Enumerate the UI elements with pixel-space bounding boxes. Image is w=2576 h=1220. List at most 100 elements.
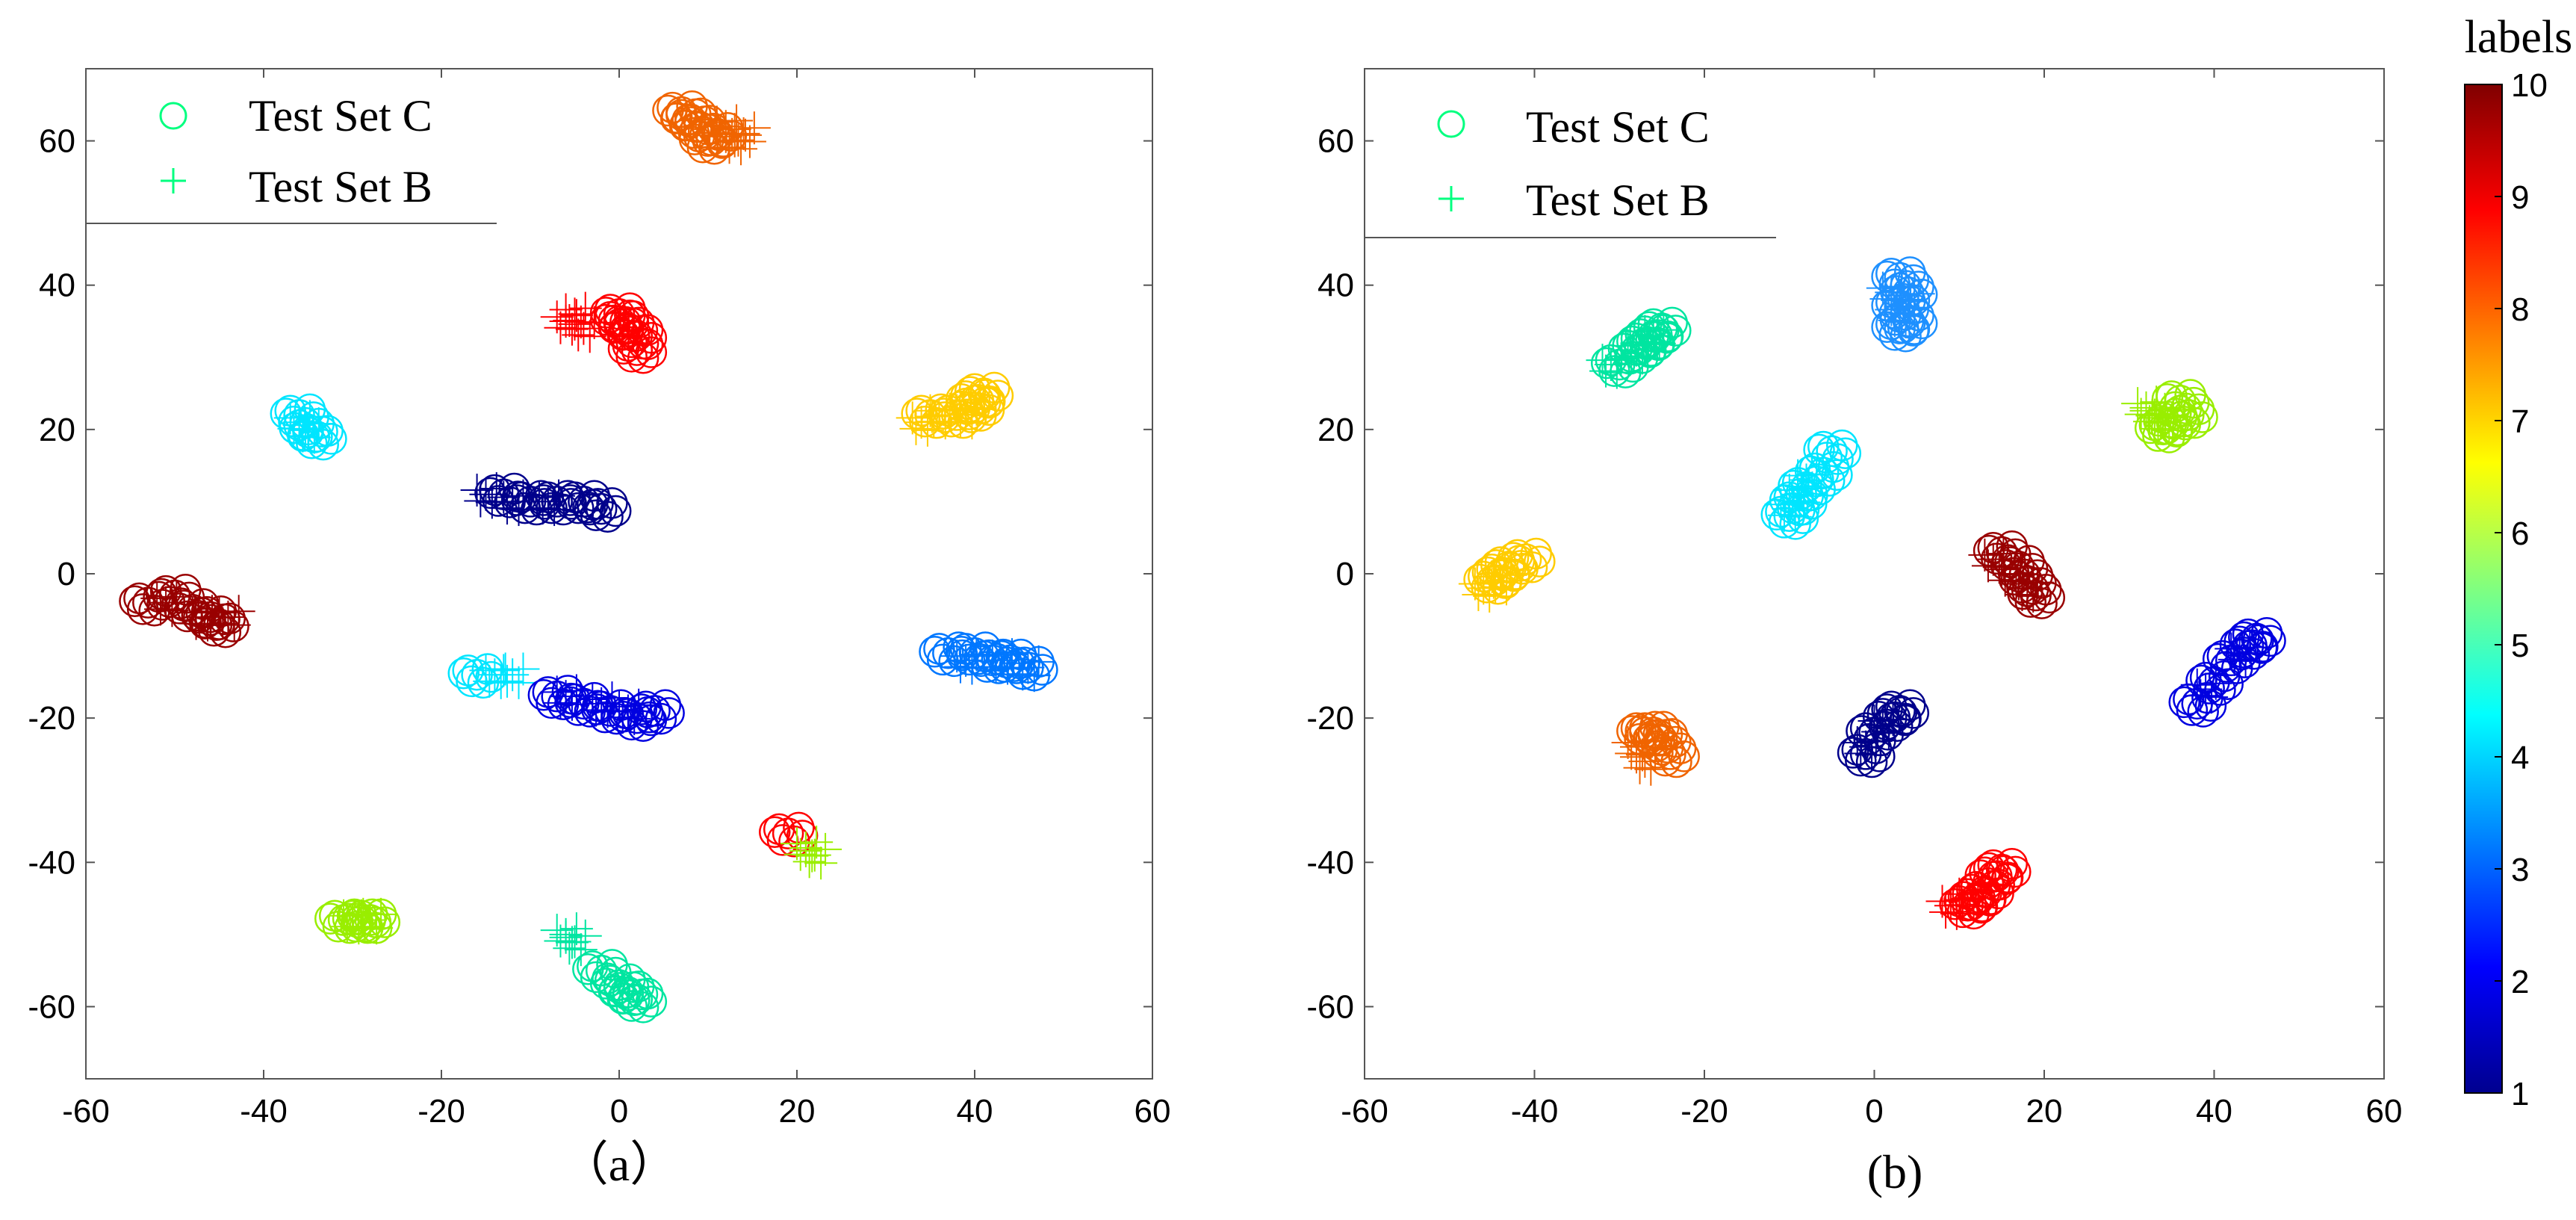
data-point-test-set-b [1892,283,1925,317]
data-point-test-set-c [607,982,640,1015]
y-tick-label: 0 [58,556,75,592]
data-point-test-set-b [1594,347,1627,381]
data-point-test-set-b [1961,876,1995,909]
legend-label-test-set-c: Test Set C [1526,102,1710,152]
data-point-test-set-b [2004,551,2037,585]
data-point-test-set-b [559,912,593,946]
data-point-test-set-b [1484,564,1517,598]
data-point-test-set-b [491,664,524,698]
data-point-test-set-b [1628,745,1662,778]
data-point-test-set-b [995,638,1028,672]
y-tick-label: -20 [28,700,75,737]
data-point-test-set-c [631,977,664,1010]
data-point-test-set-b [1462,578,1495,612]
data-point-test-set-c [1871,693,1903,725]
data-point-test-set-b [2147,406,2180,439]
data-point-test-set-b [728,118,762,152]
data-point-test-set-c [1897,315,1930,347]
data-point-test-set-c [596,487,628,519]
data-point-test-set-b [544,311,577,344]
data-point-test-set-c [963,642,996,675]
y-tick-label: -40 [28,844,75,881]
x-tick-label: -60 [62,1093,110,1130]
data-point-test-set-c [474,477,506,510]
data-point-test-set-c [678,123,711,155]
y-tick-label: -40 [1306,844,1354,881]
x-tick-label: 40 [2196,1093,2232,1130]
data-point-test-set-c [599,495,632,527]
data-point-test-set-b [1876,703,1910,737]
data-point-test-set-c [1632,722,1665,755]
data-point-test-set-b [1844,737,1878,770]
data-point-test-set-c [1651,321,1683,354]
data-point-test-set-b [1479,571,1512,604]
data-point-test-set-b [1887,289,1920,323]
data-point-test-set-b [2189,672,2223,706]
data-point-test-set-c [1871,311,1903,343]
data-point-test-set-c [1624,715,1657,747]
data-point-test-set-b [2140,385,2173,419]
data-point-test-set-b [1589,354,1623,388]
data-point-test-set-b [506,652,540,686]
legend-circle-marker [1437,110,1465,138]
colorbar-tick-label: 10 [2511,67,2548,104]
data-point-test-set-c [554,484,586,516]
data-point-test-set-b [2199,666,2232,700]
data-point-test-set-b [2020,566,2054,599]
colorbar-ticks: 1 2 3 4 5 6 7 8 9 10 [2495,67,2548,1112]
colorbar-title: labels [2465,12,2573,63]
data-point-test-set-b [1929,895,1963,929]
data-point-test-set-b [348,910,382,944]
x-tick-label: 60 [2366,1093,2403,1130]
x-tick-label: 40 [957,1093,993,1130]
data-point-test-set-c [2241,622,2273,655]
x-tick-label: 60 [1135,1093,1171,1130]
data-point-test-set-b [979,650,1013,684]
data-point-test-set-b [542,479,576,513]
data-point-test-set-b [506,479,540,513]
data-point-test-set-b [1639,739,1672,772]
data-point-test-set-c [592,501,624,533]
data-point-test-set-b [577,306,611,339]
caption-b: (b) [1867,1145,1923,1198]
data-point-test-set-b [1772,492,1806,526]
data-point-test-set-b [302,407,335,441]
caption-a: （a） [561,1138,677,1191]
data-point-test-set-b [544,686,577,719]
data-point-test-set-b [943,650,977,684]
data-point-test-set-b [1767,498,1801,532]
colorbar-tick-label: 3 [2511,852,2529,888]
y-tick-label: 40 [39,267,75,304]
y-tick-label: -20 [1306,700,1354,737]
data-point-test-set-b [2184,679,2217,713]
data-point-test-set-b [2148,392,2182,426]
data-point-test-set-b [464,484,497,518]
panel-a: -60 -40 -20 0 20 40 60 -60 -40 -20 0 20 40 60 Test Se… [28,68,1171,1191]
data-point-test-set-b [568,919,602,953]
data-point-test-set-c [341,902,373,935]
x-tick-label: 0 [610,1093,628,1130]
plot-frame-a [85,68,1153,1080]
data-point-test-set-b [1951,882,1984,915]
data-point-test-set-c [580,499,612,532]
data-point-test-set-b [1893,291,1927,325]
data-point-test-set-b [1783,486,1816,520]
data-point-test-set-c [1999,855,2032,888]
data-point-test-set-b [1849,730,1883,764]
data-point-test-set-b [792,845,826,879]
data-point-test-set-b [2217,642,2251,676]
data-point-test-set-c [447,657,479,690]
data-point-test-set-c [972,386,1005,419]
data-point-test-set-c [1897,697,1930,729]
data-point-test-set-b [960,392,993,426]
data-point-test-set-b [622,688,656,722]
y-tick-label: 0 [1336,556,1354,592]
data-point-test-set-c [2228,621,2260,654]
data-point-test-set-b [562,318,595,352]
data-point-test-set-b [1477,566,1510,599]
data-point-test-set-b [553,932,586,965]
data-point-test-set-b [713,131,746,164]
data-point-test-set-b [1800,457,1834,491]
data-point-test-set-b [606,701,639,734]
data-point-test-set-b [491,492,524,525]
